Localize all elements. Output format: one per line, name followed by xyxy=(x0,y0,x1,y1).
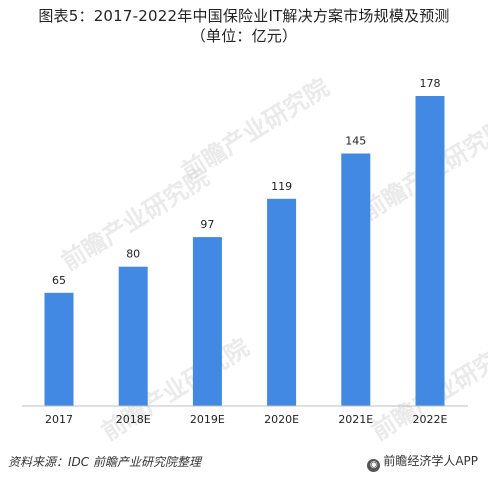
value-label: 65 xyxy=(52,274,66,287)
value-label: 119 xyxy=(271,180,292,193)
brand-name: 前瞻经济学人APP xyxy=(383,454,478,468)
brand-logo-icon: ◉ xyxy=(367,459,381,472)
x-tick-label: 2017 xyxy=(45,413,73,426)
brand-credit: ◉ 前瞻经济学人APP xyxy=(367,452,478,472)
value-label: 145 xyxy=(345,135,366,148)
source-note: 资料来源：IDC 前瞻产业研究院整理 xyxy=(8,455,201,469)
chart-title: 图表5：2017-2022年中国保险业IT解决方案市场规模及预测 （单位：亿元） xyxy=(0,6,488,46)
x-tick-label: 2018E xyxy=(116,413,151,426)
value-label: 97 xyxy=(200,218,214,231)
bar-2022E xyxy=(415,96,445,406)
bar-2021E xyxy=(341,153,371,406)
x-tick-label: 2021E xyxy=(338,413,373,426)
value-label: 178 xyxy=(420,77,441,90)
x-tick-label: 2022E xyxy=(413,413,448,426)
labels-group: 65 2017 80 2018E 97 2019E 119 2020E 145 2021E 178 2… xyxy=(45,77,448,426)
chart-title-line1: 图表5：2017-2022年中国保险业IT解决方案市场规模及预测 xyxy=(38,7,450,25)
value-label: 80 xyxy=(126,248,140,261)
x-tick-label: 2020E xyxy=(264,413,299,426)
bar-2017 xyxy=(44,292,74,406)
bar-2020E xyxy=(267,198,297,406)
bar-2018E xyxy=(118,266,148,406)
x-tick-label: 2019E xyxy=(190,413,225,426)
chart-subtitle: （单位：亿元） xyxy=(190,27,298,45)
bar-2019E xyxy=(192,237,222,406)
bars-group xyxy=(44,96,445,406)
